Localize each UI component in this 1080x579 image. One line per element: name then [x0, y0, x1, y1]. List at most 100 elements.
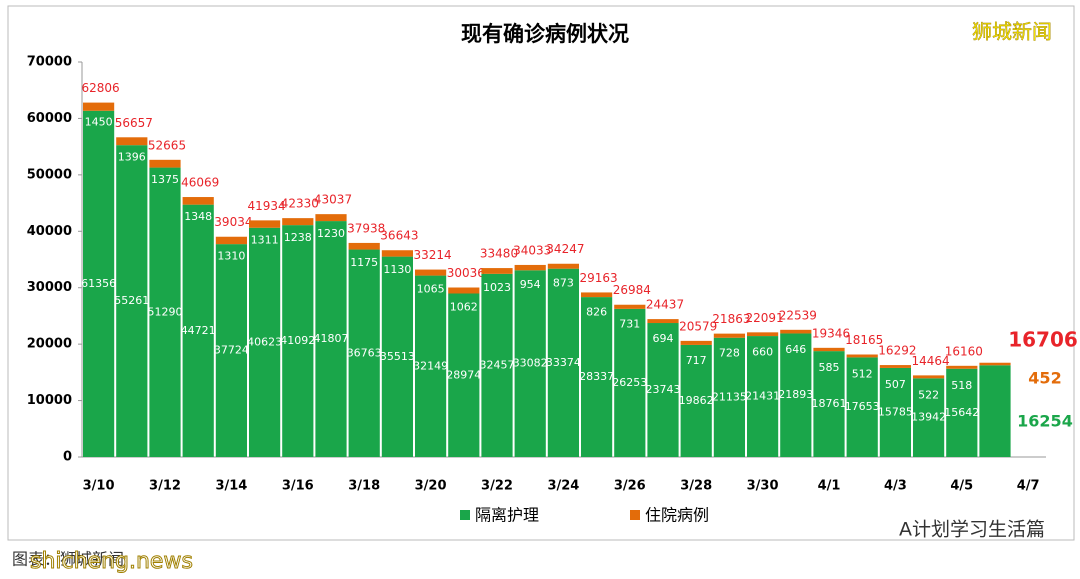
- legend-swatch: [460, 510, 470, 520]
- bar-segment: [249, 220, 281, 228]
- total-label: 56657: [115, 116, 153, 130]
- value-label: 660: [752, 345, 773, 358]
- total-label: 62806: [82, 81, 120, 95]
- value-label: 21135: [712, 390, 747, 403]
- total-label: 29163: [580, 271, 618, 285]
- total-label: 21863: [712, 312, 750, 326]
- total-label: 34033: [513, 243, 551, 257]
- x-tick-label: 3/20: [415, 479, 447, 494]
- value-label: 17653: [845, 400, 880, 413]
- x-tick-label: 3/24: [547, 479, 579, 494]
- value-label: 35513: [380, 350, 415, 363]
- y-tick-label: 10000: [27, 393, 72, 408]
- value-label: 21893: [778, 388, 813, 401]
- bar-segment: [448, 293, 480, 457]
- bar-segment: [448, 287, 480, 294]
- value-label: 1348: [184, 210, 212, 223]
- value-label: 51290: [148, 305, 183, 318]
- value-label: 1062: [450, 301, 478, 314]
- legend-swatch: [630, 510, 640, 520]
- bar-segment: [747, 336, 779, 457]
- x-tick-label: 4/7: [1017, 479, 1040, 494]
- value-label: 954: [520, 278, 541, 291]
- bar-segment: [149, 167, 181, 457]
- x-tick-label: 3/22: [481, 479, 513, 494]
- footer-site: shicheng.news: [30, 549, 193, 574]
- value-label: 873: [553, 277, 574, 290]
- bar-segment: [83, 110, 115, 457]
- y-tick-label: 20000: [27, 337, 72, 352]
- bar-segment: [879, 365, 911, 368]
- footer-right: A计划学习生活篇: [899, 519, 1045, 541]
- x-tick-label: 3/30: [747, 479, 779, 494]
- total-label: 34247: [546, 242, 584, 256]
- total-label: 18165: [845, 333, 883, 347]
- value-label: 28337: [579, 370, 614, 383]
- value-label: 1238: [284, 231, 312, 244]
- bar-segment: [282, 225, 314, 457]
- bar-segment: [813, 351, 845, 457]
- total-label: 16160: [945, 344, 983, 358]
- value-label: 452: [1028, 369, 1061, 388]
- bar-segment: [315, 221, 347, 457]
- bar-segment: [713, 337, 745, 457]
- total-label: 16706: [1008, 328, 1078, 352]
- y-tick-label: 50000: [27, 167, 72, 182]
- bar-segment: [282, 218, 314, 226]
- value-label: 522: [918, 388, 939, 401]
- x-tick-label: 4/5: [950, 479, 973, 494]
- bar-segment: [348, 242, 380, 250]
- bar-segment: [547, 263, 579, 269]
- bar-segment: [83, 102, 115, 111]
- bar-segment: [381, 250, 413, 257]
- value-label: 1175: [350, 256, 378, 269]
- total-label: 22539: [779, 308, 817, 322]
- value-label: 646: [785, 343, 806, 356]
- bar-segment: [946, 368, 978, 457]
- total-label: 14464: [912, 354, 950, 368]
- y-tick-label: 70000: [27, 55, 72, 70]
- bar-segment: [946, 365, 978, 369]
- bar-segment: [581, 292, 613, 298]
- total-label: 42330: [281, 197, 319, 211]
- value-label: 1375: [151, 173, 179, 186]
- total-label: 33214: [414, 248, 452, 262]
- total-label: 30036: [447, 266, 485, 280]
- legend-label: 隔离护理: [475, 506, 539, 525]
- total-label: 33480: [480, 247, 518, 261]
- x-tick-label: 3/12: [149, 479, 181, 494]
- legend-label: 住院病例: [645, 506, 709, 525]
- bar-segment: [846, 354, 878, 358]
- value-label: 55261: [114, 294, 149, 307]
- value-label: 1023: [483, 281, 511, 294]
- total-label: 20579: [679, 319, 717, 333]
- y-tick-label: 40000: [27, 224, 72, 239]
- bar-segment: [879, 367, 911, 457]
- value-label: 585: [819, 361, 840, 374]
- y-tick-label: 60000: [27, 111, 72, 126]
- value-label: 32457: [480, 358, 515, 371]
- x-tick-label: 3/28: [680, 479, 712, 494]
- value-label: 694: [653, 332, 674, 345]
- total-label: 19346: [812, 326, 850, 340]
- value-label: 1065: [417, 283, 445, 296]
- value-label: 32149: [413, 359, 448, 372]
- bar-segment: [647, 319, 679, 324]
- value-label: 26253: [612, 376, 647, 389]
- value-label: 33082: [513, 357, 548, 370]
- value-label: 728: [719, 347, 740, 360]
- chart-title: 现有确诊病例状况: [461, 22, 629, 46]
- total-label: 43037: [314, 193, 352, 207]
- value-label: 731: [619, 318, 640, 331]
- bar-segment: [381, 256, 413, 457]
- bar-segment: [913, 375, 945, 379]
- bar-segment: [415, 269, 447, 276]
- value-label: 61356: [81, 277, 116, 290]
- bar-segment: [813, 347, 845, 352]
- bar-segment: [249, 227, 281, 457]
- bar-segment: [713, 333, 745, 338]
- bar-segment: [547, 268, 579, 457]
- bar-segment: [315, 214, 347, 222]
- bar-segment: [581, 297, 613, 457]
- bar-segment: [780, 333, 812, 457]
